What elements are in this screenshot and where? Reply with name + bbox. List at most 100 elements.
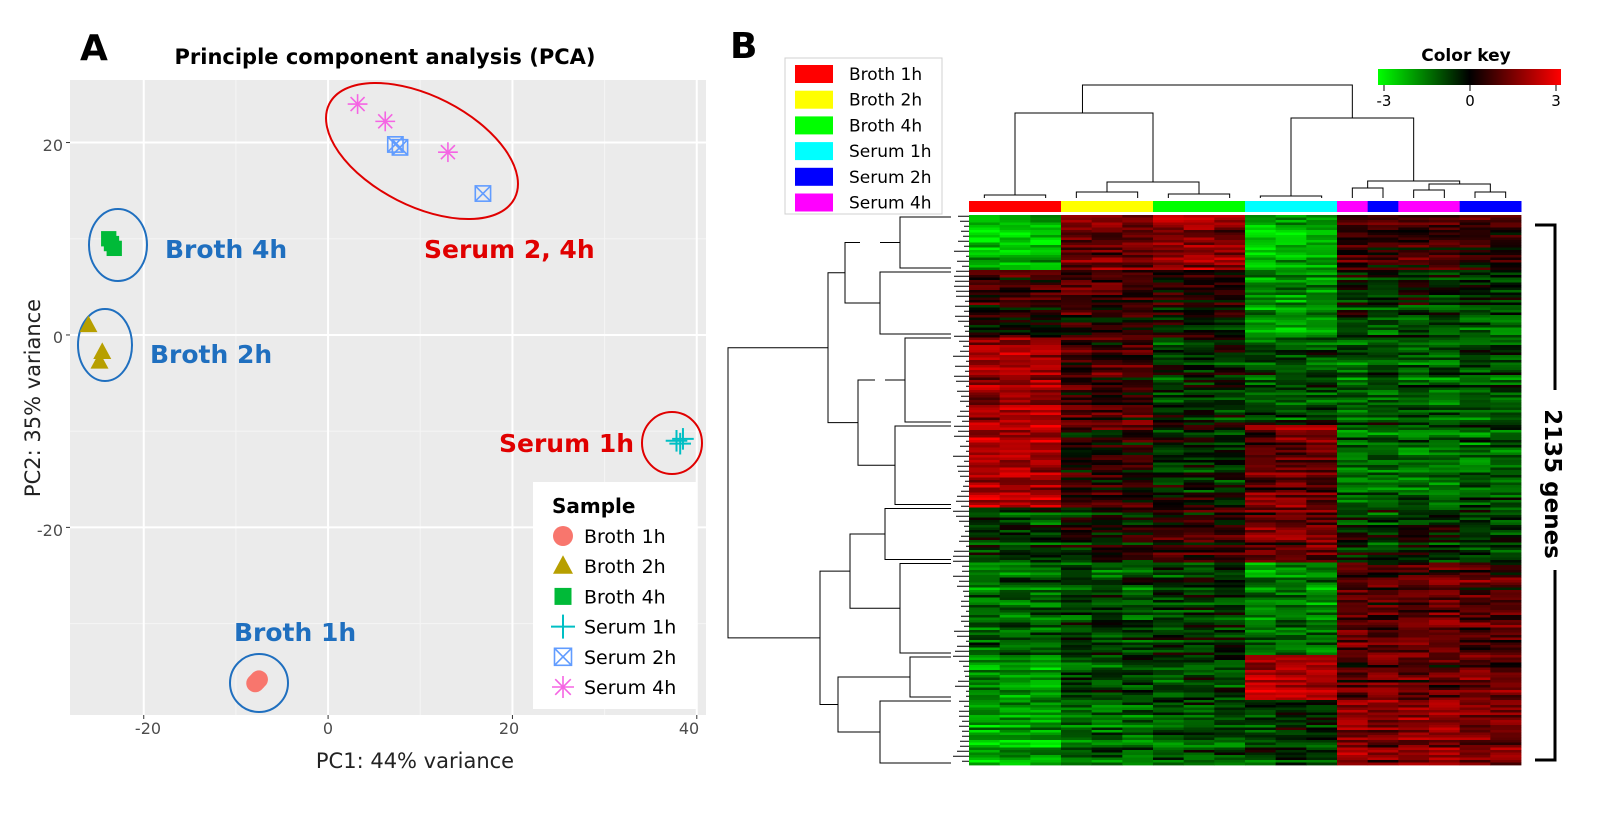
heatmap-cell	[1459, 710, 1491, 713]
heatmap-cell	[1337, 622, 1369, 626]
heatmap-cell	[999, 552, 1031, 556]
heatmap-cell	[1490, 642, 1522, 646]
point-broth-1h	[246, 674, 265, 693]
heatmap-cell	[1153, 722, 1185, 726]
heatmap-cell	[969, 372, 1001, 376]
heatmap-cell	[1214, 635, 1246, 638]
heatmap-cell	[1122, 395, 1154, 398]
heatmap-cell	[1122, 452, 1154, 456]
heatmap-cell	[1398, 362, 1430, 366]
heatmap-cell	[1153, 395, 1185, 398]
heatmap-cell	[999, 557, 1031, 561]
heatmap-cell	[1030, 750, 1062, 753]
heatmap-cell	[1275, 660, 1307, 663]
heatmap-cell	[1153, 575, 1185, 578]
heatmap-cell	[1459, 372, 1491, 376]
heatmap-cell	[1459, 570, 1491, 573]
heatmap-cell	[1245, 602, 1277, 606]
heatmap-cell	[1245, 327, 1277, 331]
heatmap-cell	[999, 495, 1031, 498]
heatmap-cell	[1337, 640, 1369, 643]
heatmap-cell	[1275, 492, 1307, 496]
heatmap-cell	[1245, 505, 1277, 508]
heatmap-cell	[1030, 725, 1062, 728]
heatmap-cell	[1429, 332, 1461, 336]
heatmap-cell	[1245, 407, 1277, 411]
pca-legend-label: Broth 2h	[584, 556, 666, 578]
heatmap-cell	[1306, 715, 1338, 718]
heatmap-cell	[999, 590, 1031, 593]
heatmap-cell	[1153, 702, 1185, 706]
heatmap-cell	[1398, 467, 1430, 471]
heatmap-cell	[1459, 715, 1491, 718]
heatmap-cell	[1306, 540, 1338, 543]
heatmap-cell	[1091, 330, 1123, 333]
heatmap-cell	[969, 602, 1001, 606]
heatmap-cell	[1459, 462, 1491, 466]
heatmap-cell	[969, 727, 1001, 731]
heatmap-cell	[1183, 657, 1215, 661]
heatmap-cell	[999, 262, 1031, 266]
heatmap-cell	[1429, 490, 1461, 493]
heatmap-cell	[1245, 690, 1277, 693]
heatmap-cell	[1122, 420, 1154, 423]
heatmap-cell	[1429, 535, 1461, 538]
heatmap-cell	[1275, 455, 1307, 458]
heatmap-cell	[1275, 372, 1307, 376]
heatmap-cell	[1367, 242, 1399, 246]
heatmap-cell	[1030, 642, 1062, 646]
heatmap-cell	[1275, 612, 1307, 616]
heatmap-cell	[1429, 317, 1461, 321]
heatmap-cell	[1183, 762, 1215, 766]
heatmap-cell	[999, 695, 1031, 698]
heatmap-cell	[1367, 457, 1399, 461]
heatmap-cell	[969, 305, 1001, 308]
heatmap-cell	[1153, 475, 1185, 478]
heatmap-cell	[1214, 557, 1246, 561]
heatmap-cell	[1183, 655, 1215, 658]
heatmap-cell	[1275, 445, 1307, 448]
heatmap-cell	[1153, 682, 1185, 686]
heatmap-cell	[1337, 607, 1369, 611]
heatmap-cell	[1306, 340, 1338, 343]
heatmap-cell	[1030, 580, 1062, 583]
heatmap-cell	[1122, 292, 1154, 296]
heatmap-cell	[969, 572, 1001, 576]
heatmap-cell	[1061, 642, 1093, 646]
heatmap-cell	[1367, 387, 1399, 391]
heatmap-cell	[1398, 372, 1430, 376]
heatmap-cell	[1214, 677, 1246, 681]
heatmap-cell	[1245, 265, 1277, 268]
heatmap-cell	[1429, 565, 1461, 568]
heatmap-cell	[1091, 445, 1123, 448]
heatmap-cell	[1459, 742, 1491, 746]
heatmap-cell	[1367, 622, 1399, 626]
heatmap-cell	[999, 435, 1031, 438]
heatmap-cell	[1245, 547, 1277, 551]
dendrogram-branch	[1290, 117, 1415, 196]
heatmap-cell	[1429, 382, 1461, 386]
heatmap-cell	[1490, 705, 1522, 708]
heatmap-cell	[1122, 222, 1154, 226]
heatmap-cell	[1275, 602, 1307, 606]
heatmap-cell	[1337, 727, 1369, 731]
heatmap-cell	[1245, 712, 1277, 716]
heatmap-cell	[1030, 285, 1062, 288]
heatmap-cell	[1398, 642, 1430, 646]
heatmap-cell	[1275, 422, 1307, 426]
heatmap-cell	[1183, 700, 1215, 703]
heatmap-cell	[1398, 662, 1430, 666]
color-key: Color key -3 0 3	[1377, 46, 1561, 110]
heatmap-cell	[1275, 427, 1307, 431]
heatmap-cell	[1275, 465, 1307, 468]
heatmap-cell	[1183, 540, 1215, 543]
heatmap-cell	[1061, 422, 1093, 426]
heatmap-cell	[999, 407, 1031, 411]
heatmap-cell	[969, 442, 1001, 446]
heatmap-cell	[1061, 510, 1093, 513]
heatmap-cell	[1459, 562, 1491, 566]
heatmap-cell	[1490, 247, 1522, 251]
heatmap-cell	[1459, 650, 1491, 653]
heatmap-cell	[1245, 400, 1277, 403]
heatmap-cell	[1122, 705, 1154, 708]
